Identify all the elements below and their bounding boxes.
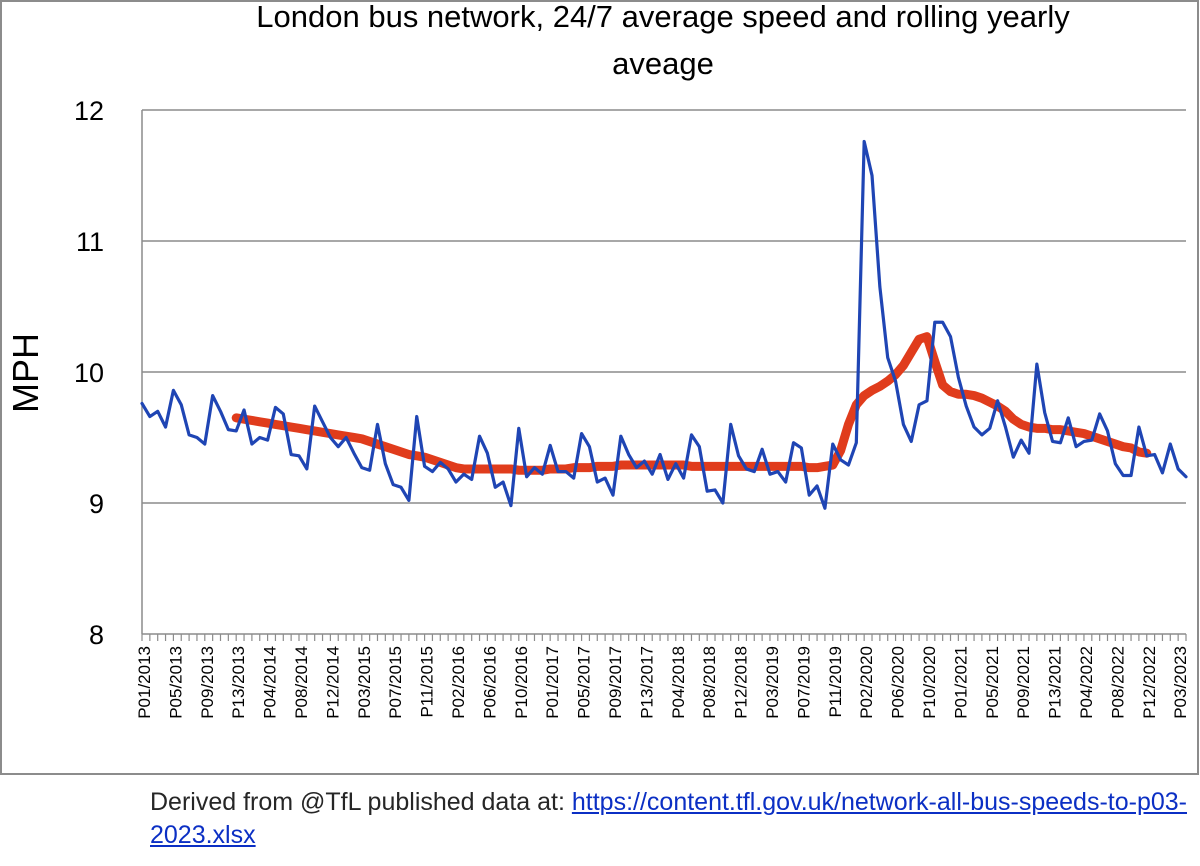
x-tick-label: P08/2014	[292, 646, 311, 719]
x-tick-label: P12/2014	[323, 646, 342, 719]
x-tick-label: P02/2020	[857, 646, 876, 719]
x-tick-label: P01/2013	[135, 646, 154, 719]
x-tick-label: P08/2018	[700, 646, 719, 719]
x-tick-label: P09/2017	[606, 646, 625, 719]
x-tick-label: P04/2018	[669, 646, 688, 719]
x-tick-label: P01/2021	[951, 646, 970, 719]
x-tick-label: P03/2023	[1171, 646, 1190, 719]
chart-frame: London bus network, 24/7 average speed a…	[0, 0, 1199, 775]
x-tick-label: P11/2015	[418, 646, 437, 718]
x-tick-label: P06/2016	[480, 646, 499, 719]
x-tick-label: P04/2014	[261, 646, 280, 719]
x-tick-labels: P01/2013 P05/2013 P09/2013 P13/2013 P04/2014…	[135, 646, 1190, 719]
x-tick-label: P04/2022	[1077, 646, 1096, 719]
x-tick-label: P09/2021	[1014, 646, 1033, 719]
chart: London bus network, 24/7 average speed a…	[0, 0, 1199, 775]
x-tick-label: P05/2017	[575, 646, 594, 719]
gridlines	[142, 109, 1186, 504]
x-tick-label: P03/2015	[355, 646, 374, 719]
x-tick-label: P06/2020	[889, 646, 908, 719]
y-tick-label: 9	[89, 489, 104, 519]
chart-title-line-2: aveage	[612, 46, 714, 81]
x-tick-label: P05/2021	[983, 646, 1002, 719]
source-note-text: Derived from @TfL published data at:	[150, 788, 572, 816]
x-tick-label: P07/2015	[386, 646, 405, 719]
y-axis-label: MPH	[5, 333, 46, 413]
average-speed-line	[140, 139, 1188, 510]
x-tick-label: P08/2022	[1108, 646, 1127, 719]
chart-title-line-1: London bus network, 24/7 average speed a…	[256, 0, 1070, 34]
y-tick-label: 12	[74, 96, 104, 126]
y-tick-label: 10	[74, 358, 104, 388]
x-tick-label: P11/2019	[826, 646, 845, 718]
y-tick-label: 11	[76, 227, 104, 257]
x-tick-label: P10/2020	[920, 646, 939, 719]
x-tick-label: P01/2017	[543, 646, 562, 719]
x-tick-label: P10/2016	[512, 646, 531, 719]
x-tick-label: P02/2016	[449, 646, 468, 719]
series	[140, 139, 1188, 510]
x-tick-label: P05/2013	[166, 646, 185, 719]
x-tick-label: P09/2013	[198, 646, 217, 719]
x-tick-label: P03/2019	[763, 646, 782, 719]
axes	[141, 110, 1187, 641]
chart-border	[0, 0, 1199, 775]
source-note: Derived from @TfL published data at: htt…	[150, 786, 1190, 852]
source-link[interactable]: https://content.tfl.gov.uk/network-all-b…	[150, 788, 1187, 849]
x-tick-label: P13/2017	[637, 646, 656, 719]
x-tick-label: P13/2021	[1046, 646, 1065, 719]
y-tick-label: 8	[89, 620, 104, 650]
x-tick-label: P13/2013	[229, 646, 248, 719]
x-tick-label: P12/2018	[732, 646, 751, 719]
x-tick-label: P07/2019	[794, 646, 813, 719]
x-tick-label: P12/2022	[1140, 646, 1159, 719]
y-tick-labels: 8 9 10 11 12	[74, 96, 104, 650]
